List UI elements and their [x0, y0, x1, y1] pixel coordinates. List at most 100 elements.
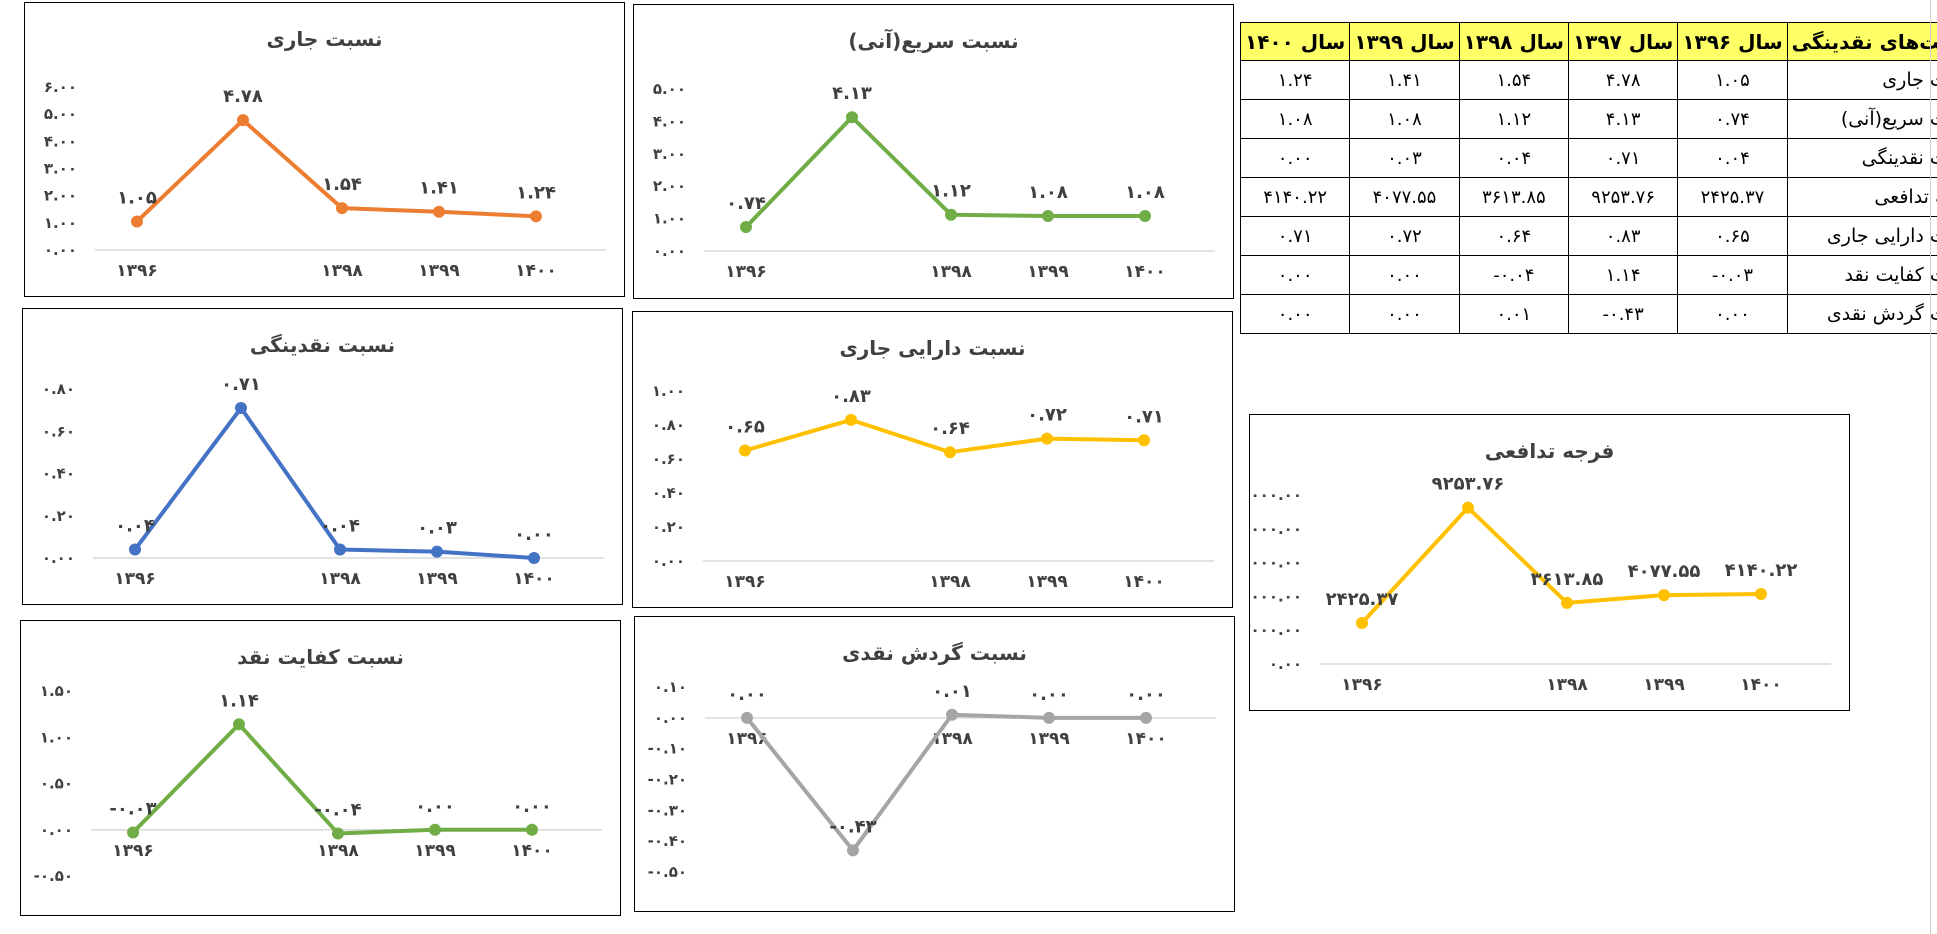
x-tick-label: ۱۴۰۰	[1123, 572, 1165, 592]
x-tick-label: ۱۳۹۸	[931, 729, 973, 749]
table-row: نسبت کفایت نقد -۰.۰۳ ۱.۱۴ -۰.۰۴ ۰.۰۰ ۰.۰…	[1239, 255, 1937, 295]
data-point	[237, 114, 249, 127]
y-tick-label: ۰.۰۰	[44, 241, 77, 259]
x-tick-label: ۱۳۹۶	[724, 572, 766, 592]
table-row: نسبت گردش نقدی ۰.۰۰ -۰.۴۳ ۰.۰۱ ۰.۰۰ ۰.۰۰	[1239, 294, 1937, 334]
data-point	[131, 215, 143, 228]
data-point	[334, 543, 346, 556]
y-tick-label: ۴.۰۰	[44, 132, 77, 150]
table-cell: ۰.۰۰	[1239, 138, 1351, 178]
table-cell: ۱.۵۴	[1458, 60, 1569, 100]
y-tick-label: ۲۰۰۰.۰۰	[1250, 621, 1302, 639]
table-cell: ۰.۷۴	[1677, 99, 1788, 139]
data-point	[945, 208, 957, 221]
y-tick-label: ۶۰۰۰.۰۰	[1250, 554, 1302, 572]
y-tick-label: ۰.۵۰	[40, 775, 73, 793]
y-tick-label: ۱۰۰۰۰.۰۰	[1250, 486, 1302, 504]
table-header-cell: سال ۱۴۰۰	[1239, 22, 1351, 61]
data-label: -۰.۴۳	[829, 816, 876, 837]
data-label: ۰.۷۴	[726, 193, 766, 214]
data-label: ۰.۰۰	[415, 796, 455, 817]
table-cell: ۱.۱۲	[1458, 99, 1569, 139]
table-cell: ۰.۸۳	[1567, 216, 1679, 256]
table-cell: ۱.۰۸	[1349, 99, 1460, 139]
data-point	[528, 552, 540, 564]
row-label: نسبت دارایی جاری	[1786, 216, 1937, 256]
x-tick-label: ۱۳۹۶	[114, 569, 156, 589]
data-point	[129, 543, 141, 556]
chart-panel-cash-adequacy-ratio: نسبت کفایت نقد -۰.۵۰ ۰.۰۰ ۰.۵۰ ۱.۰۰ ۱.۵۰ ۱۳۹۶ ۱…	[20, 620, 621, 916]
row-label: نسبت گردش نقدی	[1786, 294, 1937, 334]
data-label: ۱.۲۴	[516, 182, 556, 203]
data-point	[1139, 210, 1151, 223]
chart-svg: نسبت دارایی جاری ۰.۰۰ ۰.۲۰ ۰.۴۰ ۰.۶۰ ۰.۸۰ ۱.۰۰…	[652, 336, 1214, 592]
data-point	[530, 210, 542, 223]
data-label: ۱.۰۸	[1125, 182, 1165, 203]
table-row: نسبت دارایی جاری ۰.۶۵ ۰.۸۳ ۰.۶۴ ۰.۷۲ ۰.۷…	[1239, 216, 1937, 256]
x-tick-label: ۱۳۹۶	[1341, 675, 1383, 695]
table-cell: ۳۶۱۳.۸۵	[1458, 177, 1569, 217]
data-point	[1138, 434, 1150, 447]
x-tick-label: ۱۴۰۰	[515, 261, 557, 281]
y-tick-label: ۰.۰۰	[40, 821, 73, 839]
data-point	[1043, 711, 1055, 724]
chart-svg: نسبت نقدینگی ۰.۰۰ ۰.۲۰ ۰.۴۰ ۰.۶۰ ۰.۸۰ ۱۳۹۶ ۱۳۹۸…	[42, 333, 604, 589]
y-tick-label: ۱.۵۰	[40, 682, 73, 700]
chart-svg: نسبت سریع(آنی) ۰.۰۰ ۱.۰۰ ۲.۰۰ ۳.۰۰ ۴.۰۰ ۵.۰۰ ۱۳…	[653, 28, 1215, 282]
y-tick-label: ۱.۰۰	[40, 728, 73, 746]
y-tick-label: ۰.۰۰	[652, 552, 685, 570]
liquidity-ratios-table: نسبت‌های نقدینگی سال ۱۳۹۶ سال ۱۳۹۷ سال ۱…	[1239, 22, 1937, 334]
x-tick-label: ۱۳۹۸	[319, 569, 361, 589]
table-header-cell: سال ۱۳۹۷	[1567, 22, 1679, 61]
row-label: نسبت سریع(آنی)	[1786, 99, 1937, 139]
table-cell: ۰.۷۱	[1239, 216, 1351, 256]
table-row: نسبت جاری ۱.۰۵ ۴.۷۸ ۱.۵۴ ۱.۴۱ ۱.۲۴	[1239, 60, 1937, 100]
data-label: ۴.۱۳	[832, 83, 872, 104]
table-cell: ۱.۴۱	[1349, 60, 1460, 100]
table-cell: ۱.۰۸	[1239, 99, 1351, 139]
data-point	[1042, 210, 1054, 223]
table-row: نسبت نقدینگی ۰.۰۴ ۰.۷۱ ۰.۰۴ ۰.۰۳ ۰.۰۰	[1239, 138, 1937, 178]
data-point	[847, 844, 859, 857]
x-tick-label: ۱۳۹۸	[317, 841, 359, 861]
data-label: ۴۱۴۰.۲۲	[1725, 560, 1798, 581]
x-tick-label: ۱۴۰۰	[1740, 675, 1782, 695]
data-point	[1356, 617, 1368, 630]
table-cell: ۰.۰۰	[1677, 294, 1788, 334]
x-tick-label: ۱۳۹۹	[1026, 572, 1068, 592]
data-label: ۰.۰۰	[514, 524, 554, 545]
chart-title: نسبت گردش نقدی	[842, 641, 1027, 665]
data-label: ۰.۶۵	[725, 417, 765, 438]
y-tick-label: ۵.۰۰	[653, 80, 686, 98]
y-tick-label: ۲.۰۰	[44, 187, 77, 205]
y-tick-label: ۱.۰۰	[652, 382, 685, 400]
y-tick-label: -۰.۴۰	[648, 832, 687, 850]
y-tick-label: -۰.۱۰	[648, 740, 687, 758]
data-point	[1041, 432, 1053, 445]
x-tick-label: ۱۳۹۸	[1546, 675, 1588, 695]
y-tick-label: ۰.۱۰	[654, 678, 687, 696]
x-tick-label: ۱۳۹۸	[930, 262, 972, 282]
chart-title: فرجه تدافعی	[1485, 439, 1615, 463]
y-tick-label: ۳.۰۰	[44, 160, 77, 178]
chart-panel-liquidity-ratio: نسبت نقدینگی ۰.۰۰ ۰.۲۰ ۰.۴۰ ۰.۶۰ ۰.۸۰ ۱۳۹۶ ۱۳۹۸…	[22, 308, 623, 605]
chart-panel-quick-ratio: نسبت سریع(آنی) ۰.۰۰ ۱.۰۰ ۲.۰۰ ۳.۰۰ ۴.۰۰ ۵.۰۰ ۱۳…	[633, 4, 1234, 299]
data-label: ۱.۰۸	[1028, 182, 1068, 203]
data-point	[1140, 711, 1152, 724]
data-point	[944, 446, 956, 459]
table-cell: ۰.۰۰	[1239, 294, 1351, 334]
y-tick-label: ۲.۰۰	[653, 177, 686, 195]
data-point	[739, 444, 751, 457]
data-label: ۰.۷۱	[221, 374, 261, 395]
y-tick-label: ۰.۲۰	[42, 507, 75, 525]
y-tick-label: ۰.۰۰	[42, 549, 75, 567]
data-point	[846, 111, 858, 124]
x-tick-label: ۱۳۹۹	[1028, 729, 1070, 749]
table-cell: ۰.۰۴	[1458, 138, 1569, 178]
data-label: ۰.۷۱	[1124, 406, 1164, 427]
y-tick-label: -۰.۲۰	[648, 771, 687, 789]
x-tick-label: ۱۳۹۹	[416, 569, 458, 589]
data-point	[1658, 589, 1670, 602]
